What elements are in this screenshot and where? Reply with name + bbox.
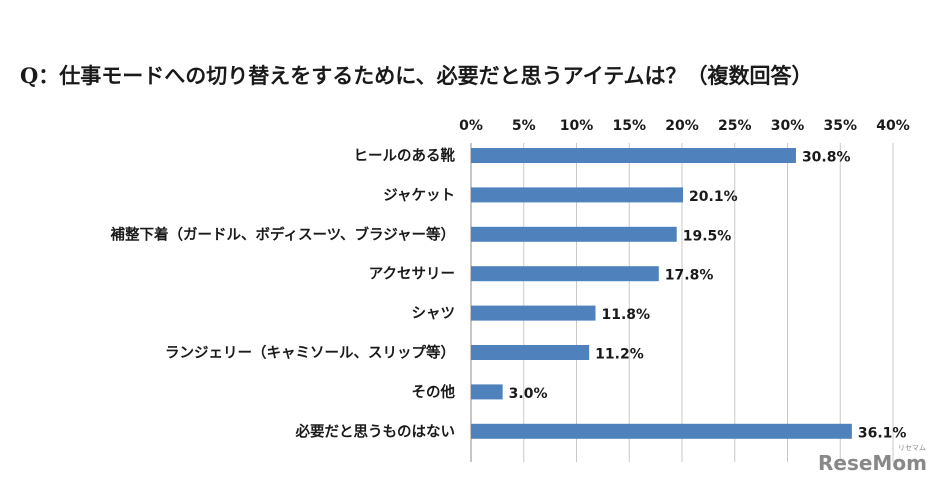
x-tick-label: 5% — [512, 118, 536, 134]
bar — [471, 266, 659, 282]
category-label: シャツ — [412, 306, 456, 322]
bar — [471, 345, 590, 360]
data-label: 30.8% — [802, 150, 851, 166]
value-labels: 30.8% 20.1% 19.5% 17.8% 11.8% 11.2% 3.0% 36.1% — [509, 150, 907, 442]
category-label: ランジェリー（キャミソール、スリップ等） — [165, 344, 455, 362]
bar — [471, 226, 677, 242]
bar — [471, 148, 796, 163]
svg-text:リセマム: リセマム — [898, 444, 926, 452]
bar — [471, 305, 596, 321]
x-axis-ticks: 0% 5% 10% 15% 20% 25% 30% 35% 40% — [459, 118, 910, 134]
watermark-logo: ReseMom リセマム — [818, 444, 927, 475]
data-label: 11.2% — [595, 347, 644, 363]
data-label: 36.1% — [858, 425, 907, 441]
x-tick-label: 0% — [459, 118, 483, 134]
category-label: アクセサリー — [369, 266, 455, 283]
bar — [471, 423, 852, 439]
data-label: 11.8% — [601, 307, 650, 323]
data-label: 19.5% — [683, 228, 732, 244]
category-label: ジャケット — [383, 187, 455, 204]
bar — [471, 187, 684, 203]
x-tick-label: 25% — [718, 118, 752, 134]
svg-text:ReseMom: ReseMom — [818, 451, 927, 475]
data-label: 20.1% — [689, 189, 738, 205]
chart-title: Q：仕事モードへの切り替えをするために、必要だと思うアイテムは？（複数回答） — [20, 63, 813, 88]
bar — [471, 384, 503, 400]
category-label: 補整下着（ガードル、ボディスーツ、ブラジャー等） — [109, 225, 455, 243]
x-tick-label: 20% — [665, 118, 699, 134]
data-label: 3.0% — [509, 386, 548, 402]
bars — [471, 148, 852, 439]
x-tick-label: 30% — [771, 118, 805, 134]
data-label: 17.8% — [665, 268, 714, 284]
category-label: その他 — [412, 383, 456, 401]
category-label: ヒールのある靴 — [354, 147, 456, 165]
x-tick-label: 10% — [560, 118, 594, 134]
x-tick-label: 15% — [612, 118, 646, 134]
x-tick-label: 40% — [876, 118, 910, 134]
category-label: 必要だと思うものはない — [295, 422, 456, 440]
x-tick-label: 35% — [823, 118, 857, 134]
